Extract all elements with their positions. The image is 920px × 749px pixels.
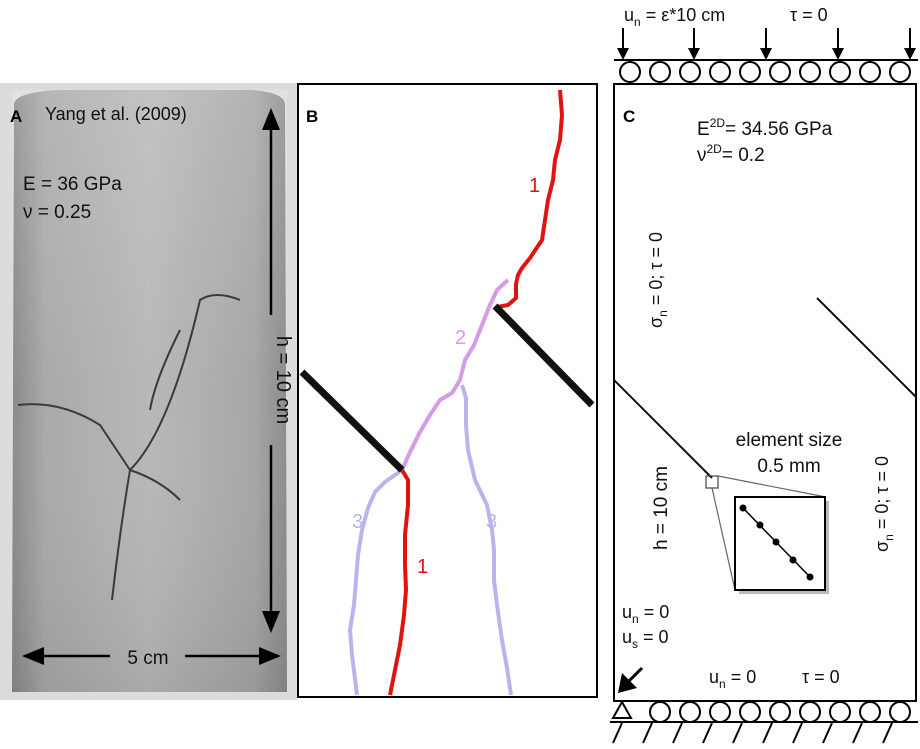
crack-3-right <box>460 384 513 696</box>
corner-bc-us: us = 0 <box>622 627 669 651</box>
panel-letter: B <box>306 107 318 126</box>
top-bc-label: un = ε*10 cm <box>624 5 725 29</box>
panel-letter: A <box>10 107 22 126</box>
top-load-arrows <box>617 28 916 60</box>
bottom-bc-tau: τ = 0 <box>802 667 840 687</box>
modulus-label: E = 36 GPa <box>23 174 122 195</box>
panel-letter: C <box>623 107 635 126</box>
crack-label-3-left: 3 <box>352 511 363 533</box>
left-bc-label: σn = 0; τ = 0 <box>646 232 670 328</box>
source-citation: Yang et al. (2009) <box>45 104 187 124</box>
poisson-label: ν = 0.25 <box>23 202 91 223</box>
corner-bc-un: un = 0 <box>622 602 669 626</box>
zoom-leader-bottom <box>711 487 736 591</box>
crack-label-3-right: 3 <box>486 511 497 533</box>
panel-b-frame <box>297 83 598 698</box>
crack-label-1-upper: 1 <box>529 175 540 197</box>
corner-arrow <box>618 666 644 693</box>
photo-cracks <box>17 294 241 601</box>
modulus-2d-label: E2D= 34.56 GPa <box>697 116 833 140</box>
zoom-leader-top <box>717 475 827 498</box>
panel-c: un = ε*10 cm τ = 0 C E2D= 34.56 GPa ν2D=… <box>610 5 918 744</box>
panel-c-frame <box>613 83 917 702</box>
flaw-right <box>492 303 595 408</box>
top-rollers <box>619 61 911 83</box>
crack-2 <box>400 278 510 471</box>
flaw-right <box>816 297 917 398</box>
element-size-value: 0.5 mm <box>757 456 820 477</box>
crack-3-left <box>348 468 404 696</box>
height-label: h = 10 cm <box>651 466 672 550</box>
right-bc-label: σn = 0; τ = 0 <box>872 456 896 552</box>
flaw-left <box>613 379 713 479</box>
panel-a: A Yang et al. (2009) E = 36 GPa ν = 0.25… <box>0 83 297 700</box>
width-label: 5 cm <box>127 648 168 669</box>
height-label: h = 10 cm <box>272 336 294 424</box>
crack-label-1-lower: 1 <box>417 556 428 578</box>
flaw-left <box>299 369 405 473</box>
poisson-2d-label: ν2D= 0.2 <box>697 142 765 166</box>
top-bc-tau: τ = 0 <box>790 5 828 25</box>
height-arrow <box>262 108 280 633</box>
rock-specimen-shade <box>12 90 287 692</box>
pin-support-triangle <box>611 699 633 719</box>
crack-label-2: 2 <box>455 327 466 349</box>
width-arrow <box>22 647 281 665</box>
element-size-label: element size <box>736 430 843 451</box>
bottom-rollers <box>649 701 911 723</box>
mesh-nodes <box>739 504 814 581</box>
panel-b: B 1 2 3 3 1 <box>297 83 598 698</box>
crack-1-lower <box>388 468 410 696</box>
crack-1-upper <box>496 89 564 309</box>
ground-hatching <box>612 722 893 744</box>
bottom-bc-label: un = 0 <box>709 667 756 691</box>
